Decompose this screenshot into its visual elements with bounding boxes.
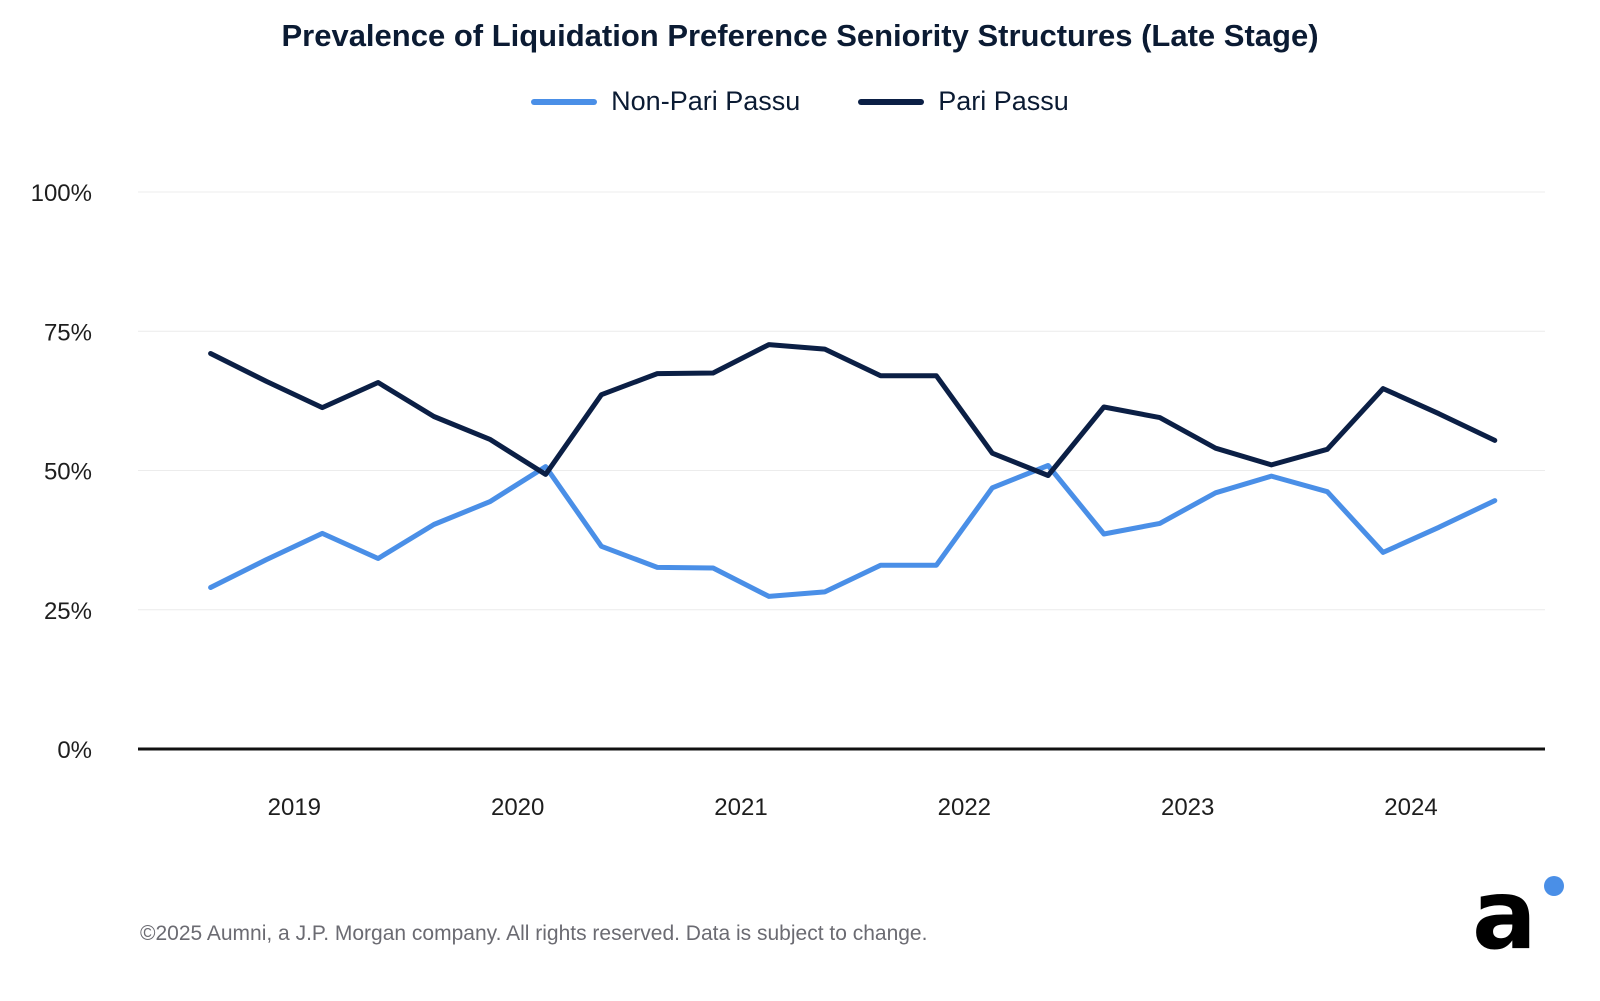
y-tick-label-0: 0% bbox=[57, 737, 92, 764]
x-tick-label-2019: 2019 bbox=[268, 794, 321, 821]
legend-swatch-non-pari-passu bbox=[531, 98, 598, 105]
legend-swatch-pari-passu bbox=[858, 98, 925, 105]
x-tick-label-2020: 2020 bbox=[491, 794, 544, 821]
logo-dot bbox=[1544, 876, 1564, 896]
x-tick-label-2021: 2021 bbox=[714, 794, 767, 821]
series-line-pari-passu bbox=[208, 342, 1498, 478]
x-tick-label-2022: 2022 bbox=[938, 794, 991, 821]
x-tick-label-2023: 2023 bbox=[1161, 794, 1214, 821]
legend-label-non-pari-passu: Non-Pari Passu bbox=[611, 86, 801, 116]
legend-item-non-pari-passu[interactable]: Non-Pari Passu bbox=[531, 86, 800, 117]
chart-legend: Non-Pari Passu Pari Passu bbox=[0, 86, 1600, 117]
logo-letter: a bbox=[1472, 876, 1537, 971]
copyright-footer: ©2025 Aumni, a J.P. Morgan company. All … bbox=[140, 922, 928, 945]
y-tick-label-25: 25% bbox=[44, 598, 92, 625]
y-tick-label-100: 100% bbox=[31, 180, 92, 207]
y-tick-label-50: 50% bbox=[44, 459, 92, 486]
y-tick-label-75: 75% bbox=[44, 319, 92, 346]
legend-item-pari-passu[interactable]: Pari Passu bbox=[858, 86, 1069, 117]
aumni-logo-icon: a bbox=[1472, 876, 1564, 971]
series-line-non-pari-passu bbox=[208, 463, 1498, 599]
legend-label-pari-passu: Pari Passu bbox=[938, 86, 1069, 116]
x-tick-label-2024: 2024 bbox=[1384, 794, 1437, 821]
chart-title: Prevalence of Liquidation Preference Sen… bbox=[281, 18, 1319, 53]
